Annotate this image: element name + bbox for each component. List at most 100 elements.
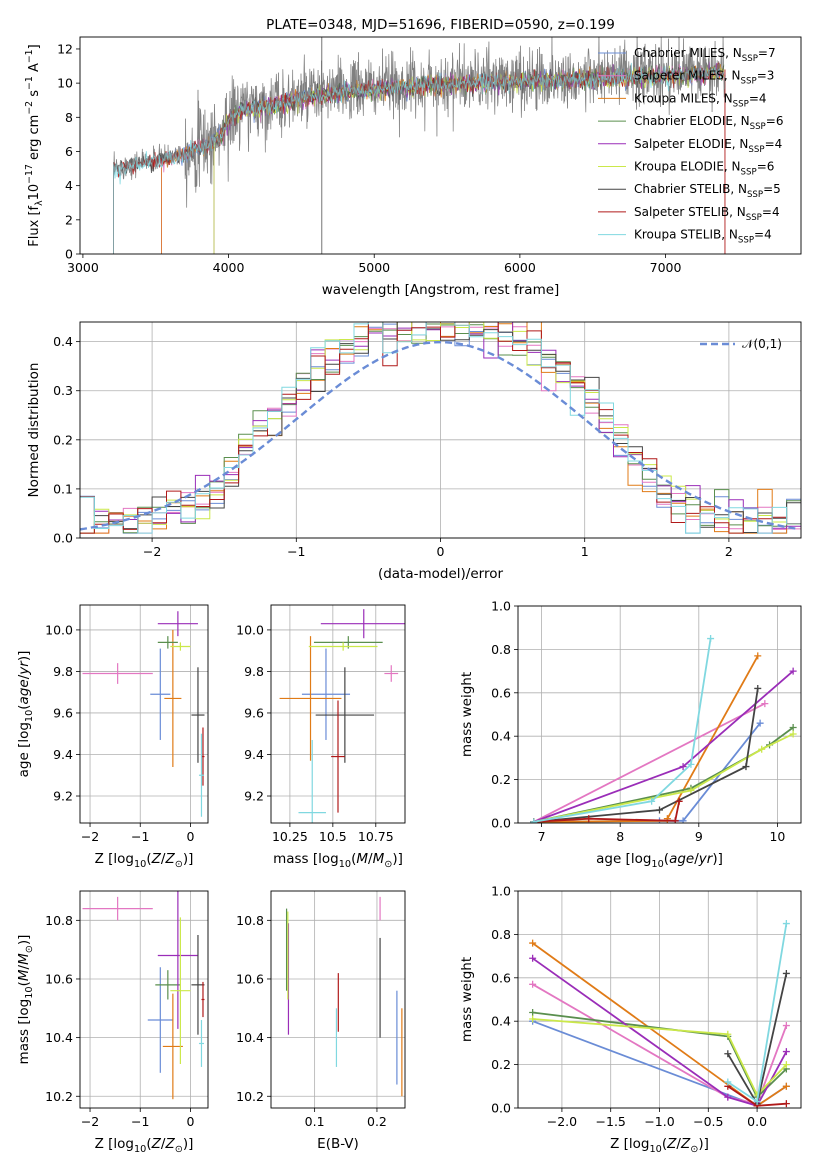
x-tick-label: 0.2 — [367, 1114, 387, 1129]
weight-marker — [789, 730, 797, 738]
y-tick-label: 9.2 — [53, 789, 73, 804]
weight-marker — [687, 786, 695, 794]
y-tick-label: 0.8 — [491, 642, 511, 657]
y-tick-label: 9.6 — [244, 705, 264, 720]
weight-marker — [529, 1015, 537, 1023]
axes-z-age — [80, 605, 208, 823]
y-tick-label: 0.0 — [53, 531, 73, 546]
weight-marker — [754, 684, 762, 692]
x-tick-label: 3000 — [67, 260, 99, 275]
weight-line — [533, 688, 759, 823]
axes-frame — [270, 890, 406, 1109]
legend-label: 𝒩(0,1) — [742, 337, 782, 351]
x-tick-label: −2 — [143, 544, 161, 559]
x-axis-label: Z [log10(Z/Z⊙)] — [610, 1136, 709, 1155]
x-tick-label: 8 — [616, 829, 624, 844]
errorbar-point — [170, 917, 191, 1065]
x-tick-label: 0 — [437, 544, 445, 559]
errorbar-point — [320, 609, 405, 639]
errorbar-point — [198, 733, 204, 817]
weight-marker — [671, 817, 679, 823]
axes-age-weight — [518, 605, 801, 824]
y-tick-label: 10.6 — [45, 971, 73, 986]
y-tick-label: 9.8 — [53, 664, 73, 679]
x-axis-label: (data-model)/error — [378, 566, 504, 582]
y-axis-label: mass weight — [459, 957, 475, 1042]
y-tick-label: 0.2 — [491, 1057, 511, 1072]
plot-area-z-age — [82, 611, 205, 817]
x-tick-label: −2.0 — [547, 1114, 577, 1129]
x-tick-label: 1 — [581, 544, 589, 559]
errorbar-point — [164, 629, 182, 767]
x-tick-label: −2 — [81, 829, 99, 844]
weight-marker — [675, 797, 683, 805]
x-tick-label: 7 — [538, 829, 546, 844]
axes-frame — [517, 605, 802, 824]
y-tick-label: 9.4 — [53, 747, 73, 762]
weight-line — [533, 722, 761, 823]
weight-line — [533, 801, 681, 823]
weight-line — [533, 733, 794, 823]
legend-label: Kroupa MILES, NSSP=4 — [634, 91, 767, 109]
x-tick-label: −0.5 — [693, 1114, 723, 1129]
y-tick-label: 9.4 — [244, 747, 264, 762]
plot-area-age-weight — [530, 635, 797, 823]
x-axis-label: Z [log10(Z/Z⊙)] — [95, 851, 194, 870]
weight-marker — [782, 920, 790, 928]
y-tick-label: 10.4 — [236, 1030, 264, 1045]
x-tick-label: 0 — [186, 829, 194, 844]
errorbar-point — [155, 970, 181, 1000]
weight-line — [533, 638, 712, 823]
weight-marker — [656, 806, 663, 814]
weight-marker — [679, 817, 687, 823]
legend-label: Salpeter ELODIE, NSSP=4 — [634, 137, 782, 155]
errorbar-point — [191, 667, 205, 763]
errorbar-point — [157, 891, 198, 1029]
weight-line — [533, 702, 766, 823]
y-tick-label: 10.2 — [236, 1089, 264, 1104]
weight-marker — [648, 797, 656, 805]
plot-area-ebv-mass — [285, 896, 403, 1097]
y-tick-label: 0.4 — [491, 1014, 511, 1029]
y-tick-label: 10.0 — [236, 622, 264, 637]
axes-frame — [79, 36, 802, 255]
y-tick-label: 0 — [65, 247, 73, 262]
x-tick-label: −1 — [131, 1114, 149, 1129]
y-axis-label: mass [log10(M/M⊙)] — [16, 935, 35, 1065]
weight-marker — [724, 1030, 732, 1038]
weight-line — [532, 1011, 788, 1099]
x-tick-label: 7000 — [650, 260, 682, 275]
y-tick-label: 9.6 — [53, 705, 73, 720]
weight-marker — [585, 815, 593, 823]
errorbar-point — [308, 642, 378, 651]
y-tick-label: 12 — [57, 41, 73, 56]
y-tick-label: 0.6 — [491, 685, 511, 700]
y-tick-label: 2 — [65, 212, 73, 227]
weight-marker — [782, 1022, 790, 1030]
weight-marker — [782, 1061, 790, 1069]
y-tick-label: 8 — [65, 110, 73, 125]
y-tick-label: 0.2 — [491, 772, 511, 787]
x-axis-label: E(B-V) — [317, 1136, 359, 1152]
errorbar-point — [301, 648, 351, 740]
y-tick-label: 0.0 — [491, 816, 511, 831]
plot-area-mass-age — [279, 609, 405, 823]
weight-marker — [530, 818, 538, 823]
weight-line — [533, 670, 794, 823]
errorbar-point — [331, 700, 345, 813]
axes-z-mass — [80, 891, 208, 1108]
y-tick-label: 10.0 — [45, 622, 73, 637]
errorbar-point — [298, 739, 326, 823]
errorbar-point — [384, 665, 399, 682]
chart-title: PLATE=0348, MJD=51696, FIBERID=0590, z=0… — [266, 17, 615, 33]
x-tick-label: 0.0 — [747, 1114, 767, 1129]
x-tick-label: 2 — [725, 544, 733, 559]
y-tick-label: 0.2 — [53, 432, 73, 447]
plot-area-z-mass — [82, 891, 205, 1100]
weight-marker — [782, 969, 790, 977]
errorbar-point — [198, 1020, 204, 1067]
weight-marker — [529, 954, 537, 962]
weight-line — [532, 1018, 788, 1097]
weight-marker — [753, 1097, 761, 1105]
x-tick-label: −1.0 — [644, 1114, 674, 1129]
